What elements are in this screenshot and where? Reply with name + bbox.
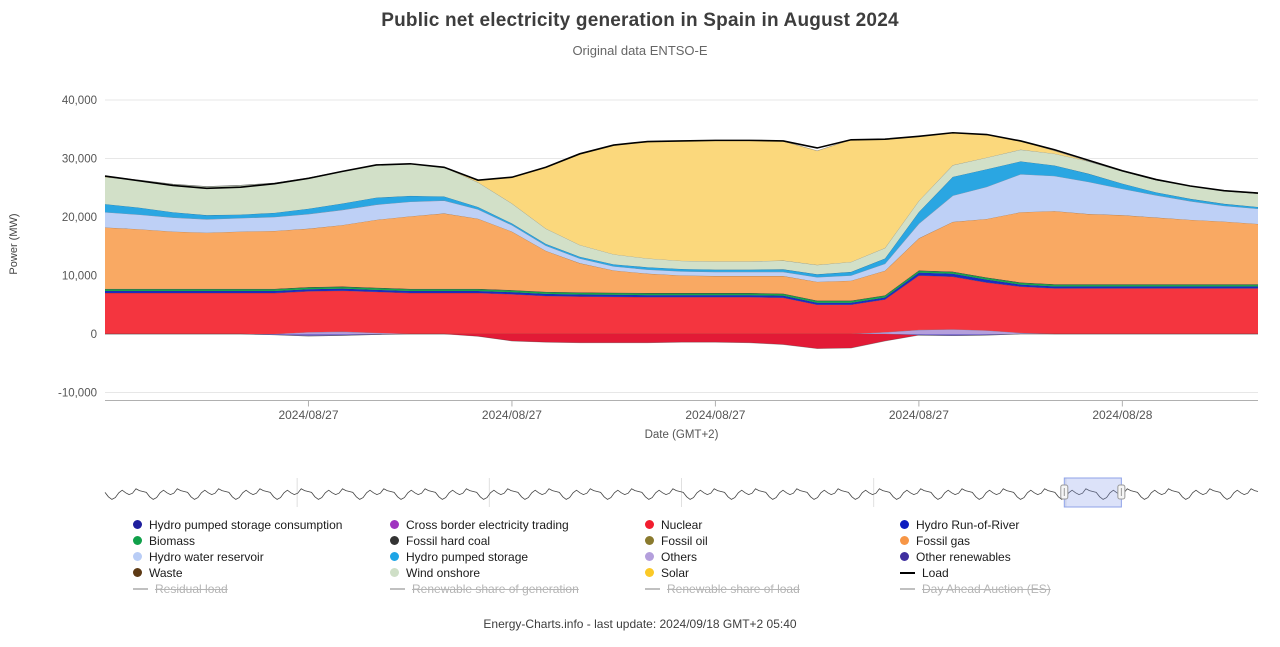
area-cross-border-electricity-trading[interactable] [105, 334, 1258, 349]
legend-item-nuclear[interactable]: Nuclear [645, 517, 702, 532]
renewable-share-of-load-line-icon [645, 587, 660, 590]
legend-label: Waste [149, 565, 183, 580]
x-tick-label: 2024/08/27 [278, 408, 338, 422]
area-fossil-gas[interactable] [105, 211, 1258, 301]
legend-item-others[interactable]: Others [645, 549, 697, 564]
legend-item-residual-load[interactable]: Residual load [133, 581, 228, 596]
legend-item-hydro-water-reservoir[interactable]: Hydro water reservoir [133, 549, 264, 564]
waste-dot-icon [133, 568, 142, 577]
legend-label: Hydro Run-of-River [916, 517, 1020, 532]
area-hydro-pumped-storage-consumption[interactable] [105, 334, 1258, 337]
legend-item-cross-border-electricity-trading[interactable]: Cross border electricity trading [390, 517, 569, 532]
y-tick-label: 0 [91, 329, 97, 341]
legend-label: Hydro pumped storage consumption [149, 517, 343, 532]
hydro-pumped-storage-consumption-dot-icon [133, 520, 142, 529]
y-axis-title: Power (MW) [8, 213, 20, 275]
legend-item-hydro-pumped-storage-consumption[interactable]: Hydro pumped storage consumption [133, 517, 342, 532]
other-renewables-dot-icon [900, 552, 909, 561]
legend-label: Hydro pumped storage [406, 549, 529, 564]
biomass-dot-icon [133, 536, 142, 545]
legend-label: Fossil hard coal [406, 533, 491, 548]
area-edge [105, 333, 1258, 349]
area-others[interactable] [105, 329, 1258, 334]
legend-item-other-renewables[interactable]: Other renewables [900, 549, 1011, 564]
x-tick-label: 2024/08/27 [889, 408, 949, 422]
residual-load-line-icon [133, 587, 148, 590]
area-nuclear[interactable] [105, 275, 1258, 335]
legend-item-fossil-oil[interactable]: Fossil oil [645, 533, 708, 548]
y-tick-label: -10,000 [58, 388, 97, 400]
y-tick-label: 20,000 [62, 212, 97, 224]
area-hydro-water-reservoir[interactable] [105, 174, 1258, 282]
area-wind-onshore[interactable] [105, 149, 1258, 275]
legend-label: Biomass [149, 533, 196, 548]
nuclear-dot-icon [645, 520, 654, 529]
legend-label: Other renewables [916, 549, 1011, 564]
legend-label: Renewable share of generation [412, 581, 579, 596]
legend-item-biomass[interactable]: Biomass [133, 533, 195, 548]
legend-item-wind-onshore[interactable]: Wind onshore [390, 565, 480, 580]
cross-border-electricity-trading-dot-icon [390, 520, 399, 529]
x-tick-label: 2024/08/28 [1092, 408, 1152, 422]
load-line-icon [900, 571, 915, 574]
day-ahead-auction-es-line-icon [900, 587, 915, 590]
legend-label: Day Ahead Auction (ES) [922, 581, 1051, 596]
legend-label: Fossil gas [916, 533, 971, 548]
area-solar[interactable] [105, 132, 1258, 265]
legend-label: Nuclear [661, 517, 703, 532]
legend-item-waste[interactable]: Waste [133, 565, 183, 580]
legend-label: Wind onshore [406, 565, 481, 580]
legend-item-renewable-share-of-generation[interactable]: Renewable share of generation [390, 581, 579, 596]
legend-label: Fossil oil [661, 533, 708, 548]
y-tick-label: 10,000 [62, 271, 97, 283]
legend-label: Others [661, 549, 698, 564]
legend-item-load[interactable]: Load [900, 565, 949, 580]
hydro-run-of-river-dot-icon [900, 520, 909, 529]
hydro-water-reservoir-dot-icon [133, 552, 142, 561]
legend-item-day-ahead-auction-es[interactable]: Day Ahead Auction (ES) [900, 581, 1051, 596]
x-tick-label: 2024/08/27 [685, 408, 745, 422]
x-axis-title: Date (GMT+2) [644, 429, 719, 441]
legend-item-fossil-hard-coal[interactable]: Fossil hard coal [390, 533, 490, 548]
navigator-selection[interactable] [1063, 477, 1122, 508]
legend-label: Hydro water reservoir [149, 549, 264, 564]
footer-note: Energy-Charts.info - last update: 2024/0… [483, 617, 797, 631]
legend-label: Renewable share of load [667, 581, 800, 596]
legend-label: Cross border electricity trading [406, 517, 569, 532]
legend-item-renewable-share-of-load[interactable]: Renewable share of load [645, 581, 800, 596]
legend-label: Load [922, 565, 949, 580]
others-dot-icon [645, 552, 654, 561]
chart-subtitle: Original data ENTSO-E [572, 43, 708, 58]
area-hydro-pumped-storage[interactable] [105, 161, 1258, 278]
solar-dot-icon [645, 568, 654, 577]
y-tick-label: 40,000 [62, 95, 97, 107]
legend-item-solar[interactable]: Solar [645, 565, 689, 580]
fossil-hard-coal-dot-icon [390, 536, 399, 545]
legend-label: Solar [661, 565, 690, 580]
y-tick-label: 30,000 [62, 154, 97, 166]
load-line[interactable] [104, 131, 1259, 194]
wind-onshore-dot-icon [390, 568, 399, 577]
x-tick-label: 2024/08/27 [482, 408, 542, 422]
legend-label: Residual load [155, 581, 228, 596]
hydro-pumped-storage-dot-icon [390, 552, 399, 561]
chart-title: Public net electricity generation in Spa… [381, 10, 899, 31]
legend-item-fossil-gas[interactable]: Fossil gas [900, 533, 970, 548]
fossil-gas-dot-icon [900, 536, 909, 545]
legend-item-hydro-run-of-river[interactable]: Hydro Run-of-River [900, 517, 1019, 532]
fossil-oil-dot-icon [645, 536, 654, 545]
legend-item-hydro-pumped-storage[interactable]: Hydro pumped storage [390, 549, 528, 564]
renewable-share-of-generation-line-icon [390, 587, 405, 590]
